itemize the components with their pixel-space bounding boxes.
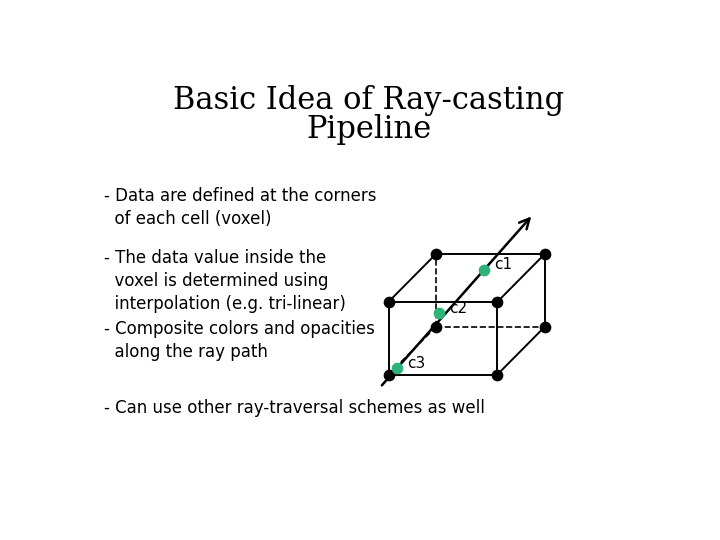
Point (478, 266, 490, 274)
Text: - The data value inside the: - The data value inside the (104, 249, 326, 267)
Point (431, 249, 442, 258)
Point (383, 370, 395, 379)
Text: Pipeline: Pipeline (307, 114, 431, 145)
Text: - Can use other ray-traversal schemes as well: - Can use other ray-traversal schemes as… (104, 399, 485, 417)
Text: Basic Idea of Ray-casting: Basic Idea of Ray-casting (174, 85, 564, 116)
Text: c1: c1 (494, 258, 512, 272)
Text: interpolation (e.g. tri-linear): interpolation (e.g. tri-linear) (104, 295, 346, 313)
Text: - Data are defined at the corners: - Data are defined at the corners (104, 187, 377, 205)
Point (492, 370, 503, 379)
Text: of each cell (voxel): of each cell (voxel) (104, 210, 271, 228)
Point (391, 364, 402, 373)
Point (433, 309, 445, 318)
Point (539, 249, 551, 258)
Text: c3: c3 (407, 356, 426, 371)
Point (539, 322, 551, 331)
Point (492, 298, 503, 306)
Text: - Composite colors and opacities: - Composite colors and opacities (104, 320, 375, 338)
Point (431, 322, 442, 331)
Text: voxel is determined using: voxel is determined using (104, 272, 328, 290)
Point (383, 298, 395, 306)
Text: along the ray path: along the ray path (104, 343, 268, 361)
Text: c2: c2 (449, 301, 467, 315)
